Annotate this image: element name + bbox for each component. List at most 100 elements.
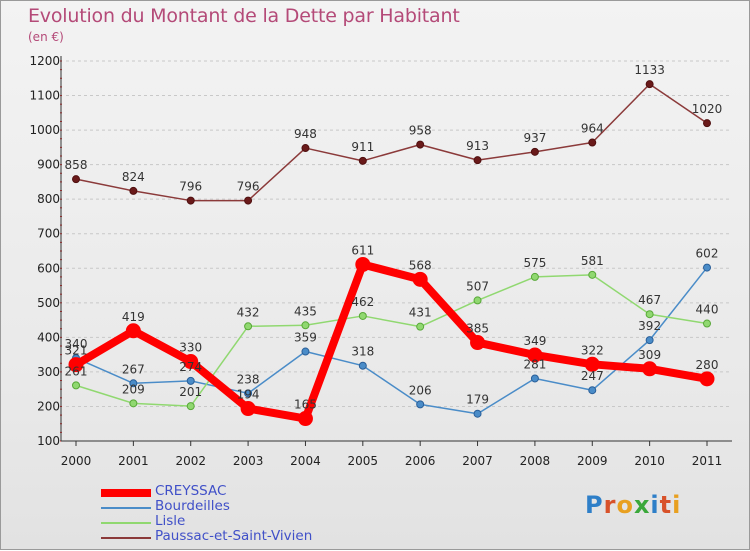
data-point-paussac-et-saint-vivien bbox=[301, 144, 310, 153]
data-label-bourdeilles: 206 bbox=[409, 383, 432, 397]
data-point-creyssac bbox=[68, 357, 84, 373]
data-point-lisle bbox=[473, 296, 482, 305]
data-point-lisle bbox=[244, 322, 253, 331]
legend-swatch bbox=[101, 537, 151, 539]
data-point-bourdeilles bbox=[703, 263, 711, 272]
data-label-creyssac: 322 bbox=[581, 343, 604, 357]
data-label-bourdeilles: 267 bbox=[122, 362, 145, 376]
data-point-lisle bbox=[129, 399, 138, 408]
y-tick-label: 500 bbox=[37, 296, 60, 310]
x-tick-label: 2004 bbox=[290, 454, 321, 468]
x-tick-label: 2003 bbox=[233, 454, 264, 468]
data-label-paussac-et-saint-vivien: 824 bbox=[122, 170, 145, 184]
data-label-bourdeilles: 340 bbox=[65, 337, 88, 351]
data-label-lisle: 261 bbox=[65, 364, 88, 378]
x-tick-label: 2007 bbox=[462, 454, 493, 468]
data-point-paussac-et-saint-vivien bbox=[129, 186, 138, 195]
data-label-creyssac: 385 bbox=[466, 322, 489, 336]
data-label-lisle: 435 bbox=[294, 304, 317, 318]
data-label-bourdeilles: 602 bbox=[696, 247, 719, 261]
data-point-paussac-et-saint-vivien bbox=[530, 147, 539, 156]
data-label-lisle: 440 bbox=[696, 303, 719, 317]
data-label-bourdeilles: 318 bbox=[351, 345, 374, 359]
data-label-creyssac: 349 bbox=[523, 334, 546, 348]
data-point-paussac-et-saint-vivien bbox=[473, 156, 482, 165]
y-tick-label: 800 bbox=[37, 192, 60, 206]
data-label-creyssac: 309 bbox=[638, 348, 661, 362]
data-point-paussac-et-saint-vivien bbox=[186, 196, 195, 205]
legend-swatch bbox=[101, 489, 151, 497]
data-point-paussac-et-saint-vivien bbox=[645, 80, 654, 89]
legend-swatch bbox=[101, 522, 151, 524]
data-point-bourdeilles bbox=[588, 386, 597, 395]
logo-letter: i bbox=[672, 491, 682, 519]
data-label-creyssac: 611 bbox=[351, 243, 374, 257]
data-label-paussac-et-saint-vivien: 796 bbox=[179, 180, 202, 194]
data-point-bourdeilles bbox=[301, 347, 310, 356]
logo-letter: i bbox=[650, 491, 660, 519]
series-line-creyssac bbox=[73, 260, 708, 423]
data-label-creyssac: 194 bbox=[237, 388, 260, 402]
data-point-creyssac bbox=[527, 347, 543, 363]
data-label-lisle: 209 bbox=[122, 382, 145, 396]
data-label-creyssac: 165 bbox=[294, 398, 317, 412]
data-label-paussac-et-saint-vivien: 796 bbox=[237, 180, 260, 194]
x-tick-label: 2010 bbox=[634, 454, 665, 468]
data-point-lisle bbox=[358, 311, 367, 320]
data-point-bourdeilles bbox=[129, 379, 138, 388]
data-label-creyssac: 280 bbox=[696, 358, 719, 372]
data-label-paussac-et-saint-vivien: 858 bbox=[65, 158, 88, 172]
data-point-paussac-et-saint-vivien bbox=[416, 140, 425, 149]
data-point-bourdeilles bbox=[358, 361, 367, 370]
legend-swatch bbox=[101, 507, 151, 509]
chart-title: Evolution du Montant de la Dette par Hab… bbox=[28, 5, 460, 27]
y-tick-label: 1100 bbox=[29, 89, 60, 103]
series-line-bourdeilles bbox=[75, 267, 708, 415]
y-tick-label: 600 bbox=[37, 261, 60, 275]
data-point-lisle bbox=[588, 270, 597, 279]
data-point-creyssac bbox=[642, 361, 658, 377]
logo-letter: x bbox=[633, 491, 651, 519]
x-tick-label: 2005 bbox=[348, 454, 379, 468]
data-label-lisle: 432 bbox=[237, 305, 260, 319]
data-point-lisle bbox=[703, 319, 711, 328]
logo-letter: r bbox=[603, 491, 617, 519]
x-tick-label: 2000 bbox=[61, 454, 92, 468]
logo-letter: P bbox=[585, 491, 604, 519]
data-point-creyssac bbox=[297, 411, 313, 427]
data-label-paussac-et-saint-vivien: 937 bbox=[523, 131, 546, 145]
data-label-lisle: 201 bbox=[179, 385, 202, 399]
proxiti-logo: Proxiti bbox=[585, 491, 681, 519]
data-label-bourdeilles: 238 bbox=[237, 372, 260, 386]
logo-letter: o bbox=[616, 491, 634, 519]
x-tick-label: 2006 bbox=[405, 454, 436, 468]
data-label-lisle: 507 bbox=[466, 279, 489, 293]
data-point-creyssac bbox=[240, 401, 256, 417]
data-label-bourdeilles: 179 bbox=[466, 393, 489, 407]
x-tick-label: 2009 bbox=[577, 454, 608, 468]
data-label-paussac-et-saint-vivien: 913 bbox=[466, 139, 489, 153]
data-label-paussac-et-saint-vivien: 1020 bbox=[692, 102, 723, 116]
data-label-lisle: 431 bbox=[409, 306, 432, 320]
data-point-paussac-et-saint-vivien bbox=[703, 119, 711, 128]
data-label-paussac-et-saint-vivien: 911 bbox=[351, 140, 374, 154]
data-point-creyssac bbox=[355, 256, 371, 272]
data-point-lisle bbox=[530, 272, 539, 281]
y-tick-label: 400 bbox=[37, 330, 60, 344]
legend-label: Paussac-et-Saint-Vivien bbox=[155, 528, 313, 544]
series-line-lisle bbox=[75, 274, 708, 407]
legend-label: Bourdeilles bbox=[155, 498, 230, 514]
data-label-paussac-et-saint-vivien: 1133 bbox=[634, 63, 665, 77]
data-label-paussac-et-saint-vivien: 958 bbox=[409, 124, 432, 138]
data-point-bourdeilles bbox=[186, 376, 195, 385]
x-tick-label: 2002 bbox=[175, 454, 206, 468]
data-label-paussac-et-saint-vivien: 948 bbox=[294, 127, 317, 141]
data-label-lisle: 575 bbox=[523, 256, 546, 270]
data-label-lisle: 462 bbox=[351, 295, 374, 309]
y-tick-label: 900 bbox=[37, 158, 60, 172]
data-label-creyssac: 568 bbox=[409, 258, 432, 272]
data-point-bourdeilles bbox=[416, 400, 425, 409]
data-point-lisle bbox=[186, 402, 195, 411]
